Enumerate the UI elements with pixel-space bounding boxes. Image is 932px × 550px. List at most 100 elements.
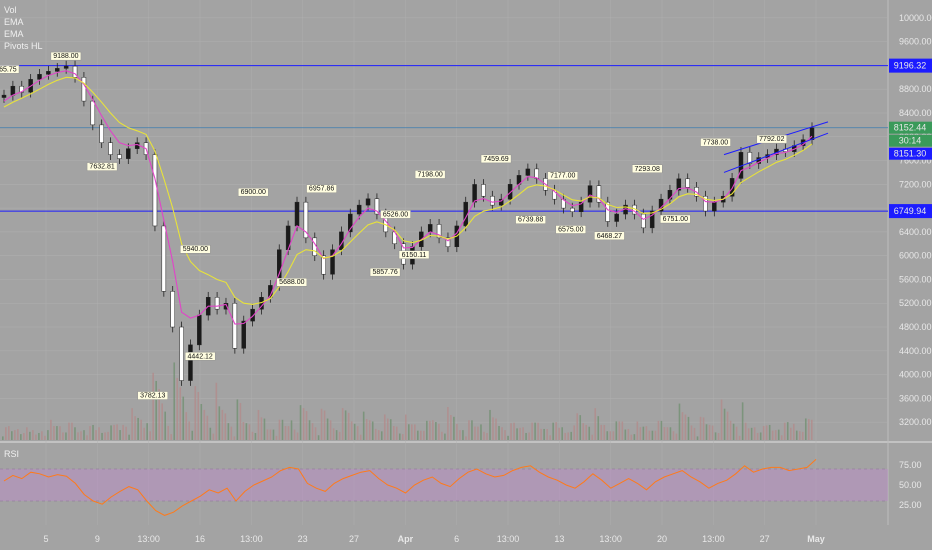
volume-bar [119, 430, 121, 440]
volume-bar [570, 431, 572, 440]
legend-ema-slow[interactable]: EMA [4, 29, 24, 39]
volume-bar [59, 426, 61, 440]
volume-bar [65, 432, 67, 440]
volume-bar [618, 421, 621, 440]
volume-bar [134, 416, 136, 440]
volume-bar [398, 433, 401, 440]
volume-bar [152, 372, 154, 440]
candle-body [587, 185, 593, 203]
volume-bar [546, 429, 548, 440]
volume-bar [678, 403, 681, 440]
price-tag [889, 147, 932, 160]
volume-bar [362, 411, 365, 440]
volume-bar [783, 422, 786, 440]
level-price-tag [889, 204, 932, 219]
volume-bar [504, 430, 506, 440]
volume-bar [332, 428, 335, 440]
volume-bar [221, 409, 224, 440]
channel-line-lower [723, 132, 829, 173]
volume-bar [35, 434, 37, 440]
volume-bar [435, 422, 437, 440]
ema-slow-line [3, 76, 813, 305]
volume-bar [266, 429, 269, 440]
volume-bar [29, 431, 31, 440]
legend-vol[interactable]: Vol [4, 5, 17, 15]
legend-ema-fast[interactable]: EMA [4, 17, 24, 27]
volume-bar [429, 420, 431, 440]
pivot-label-box [238, 187, 269, 197]
level-price-tag-label: 6749.94 [894, 206, 927, 216]
volume-bar [278, 419, 281, 440]
x-tick-label: 6 [454, 534, 459, 544]
volume-bar [771, 430, 774, 440]
volume-bar [591, 434, 594, 440]
volume-bar [284, 426, 287, 440]
volume-bar [371, 421, 374, 440]
volume-bar [311, 423, 314, 440]
volume-bar [248, 424, 251, 440]
rsi-tick-label: 75.00 [899, 460, 922, 470]
volume-bar [462, 430, 464, 440]
pivot-label: 7177.00 [550, 173, 575, 180]
volume-bar [651, 430, 654, 440]
volume-bar [317, 435, 320, 440]
volume-bar [197, 391, 200, 440]
volume-bar [669, 427, 672, 440]
volume-bar [702, 417, 705, 440]
y-tick-label: 10000.00 [899, 13, 932, 23]
volume-bar [392, 426, 395, 440]
volume-bar [188, 421, 191, 440]
volume-bar [383, 414, 386, 440]
volume-bar [624, 429, 627, 440]
volume-bar [645, 426, 648, 440]
candle-body [481, 184, 486, 197]
candle-body [303, 201, 309, 239]
candle-body [81, 77, 87, 102]
volume-bar [441, 431, 443, 440]
volume-bar [269, 429, 272, 440]
x-tick-label: Apr [398, 534, 414, 544]
volume-bar [753, 427, 756, 440]
volume-bar [804, 418, 807, 440]
volume-bar [699, 416, 702, 440]
volume-bar [218, 406, 221, 440]
volume-bar [672, 431, 675, 440]
candle-body [534, 168, 539, 179]
x-tick-label: 13:00 [497, 534, 520, 544]
volume-bar [263, 418, 266, 440]
candle-body [250, 308, 255, 322]
volume-bar [456, 423, 458, 440]
volume-bar [681, 412, 684, 440]
candle-body [90, 100, 96, 126]
volume-bar [95, 430, 97, 440]
volume-bar [627, 428, 630, 440]
volume-bar [137, 417, 139, 440]
legend-pivots[interactable]: Pivots HL [4, 41, 43, 51]
candle-body [605, 201, 611, 222]
volume-bar [389, 419, 392, 440]
volume-bar [236, 399, 239, 440]
rsi-title[interactable]: RSI [4, 449, 20, 459]
candle-body [117, 154, 122, 159]
volume-bar [173, 362, 176, 440]
volume-bar [347, 412, 350, 440]
level-price-tag [889, 58, 932, 73]
volume-bar [735, 426, 738, 440]
pivot-label: 6739.88 [518, 217, 543, 224]
candle-body [232, 302, 238, 349]
volume-bar [254, 433, 257, 440]
volume-bar [206, 415, 209, 440]
volume-bar [296, 432, 299, 440]
pivot-label: 6575.00 [558, 226, 583, 233]
volume-bar [122, 424, 124, 440]
candle-body [747, 152, 753, 164]
y-tick-label: 8800.00 [899, 84, 932, 94]
volume-bar [353, 423, 356, 440]
volume-bar [251, 431, 254, 440]
volume-bar [723, 408, 726, 440]
candle-body [365, 198, 371, 206]
volume-bar [561, 427, 563, 440]
volume-bar [281, 419, 284, 440]
volume-bar [756, 432, 759, 440]
